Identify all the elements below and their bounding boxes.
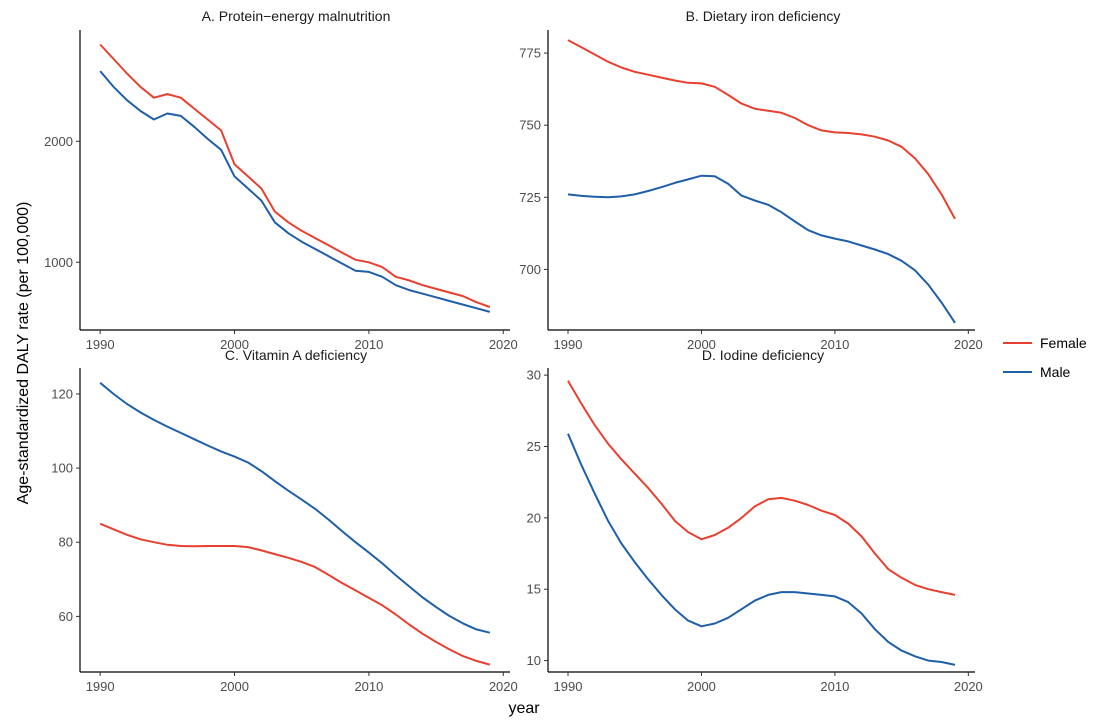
y-tick-label: 1000 (44, 255, 73, 270)
x-tick-label: 2020 (489, 679, 518, 694)
y-tick-label: 15 (527, 582, 541, 597)
legend: Female Male (1003, 335, 1087, 380)
y-tick-label: 10 (527, 653, 541, 668)
panel-b-series-male (567, 174, 956, 324)
panel-d-series-female (567, 380, 956, 596)
panel-b: B. Dietary iron deficiency 700 725 750 775 19… (519, 8, 982, 352)
y-tick-label: 20 (527, 510, 541, 525)
x-tick-label: 1990 (86, 679, 115, 694)
panel-b-title: B. Dietary iron deficiency (686, 8, 841, 24)
x-tick-label: 2020 (489, 337, 518, 352)
panel-a: A. Protein−energy malnutrition 1000 2000 19… (44, 8, 518, 352)
x-tick-label: 2010 (354, 337, 383, 352)
panel-a-series-female (99, 43, 491, 308)
x-tick-label: 2000 (220, 679, 249, 694)
x-tick-label: 1990 (554, 679, 583, 694)
y-tick-label: 120 (51, 386, 73, 401)
y-tick-label: 100 (51, 461, 73, 476)
x-tick-label: 2010 (820, 679, 849, 694)
panel-c-series-male (99, 382, 491, 634)
y-axis-title: Age-standardized DALY rate (per 100,000) (15, 202, 32, 505)
y-tick-label: 2000 (44, 134, 73, 149)
y-tick-label: 750 (519, 118, 541, 133)
y-tick-label: 60 (59, 609, 73, 624)
x-tick-label: 1990 (86, 337, 115, 352)
legend-label-female: Female (1040, 335, 1087, 351)
y-tick-label: 80 (59, 535, 73, 550)
panel-d-series-male (567, 433, 956, 666)
legend-label-male: Male (1040, 364, 1071, 380)
x-tick-label: 2020 (954, 679, 983, 694)
panel-a-series-male (99, 70, 491, 313)
panel-c-series-female (99, 522, 491, 666)
x-tick-label: 2000 (687, 337, 716, 352)
panel-d-title: D. Iodine deficiency (702, 347, 824, 363)
panel-d: D. Iodine deficiency 10 15 20 25 30 1990 2000 20… (527, 347, 983, 694)
panel-b-series-female (567, 39, 956, 220)
panel-c: C. Vitamin A deficiency 60 80 100 120 1990 200… (51, 347, 517, 694)
x-tick-label: 2010 (820, 337, 849, 352)
y-tick-label: 700 (519, 262, 541, 277)
y-tick-label: 725 (519, 190, 541, 205)
panel-a-title: A. Protein−energy malnutrition (202, 8, 391, 24)
x-tick-label: 2010 (354, 679, 383, 694)
x-tick-label: 2000 (687, 679, 716, 694)
x-tick-label: 2020 (954, 337, 983, 352)
x-tick-label: 2000 (220, 337, 249, 352)
y-tick-label: 25 (527, 439, 541, 454)
y-tick-label: 775 (519, 46, 541, 61)
x-axis-title: year (508, 700, 540, 717)
panel-c-title: C. Vitamin A deficiency (225, 347, 367, 363)
x-tick-label: 1990 (554, 337, 583, 352)
y-tick-label: 30 (527, 368, 541, 383)
